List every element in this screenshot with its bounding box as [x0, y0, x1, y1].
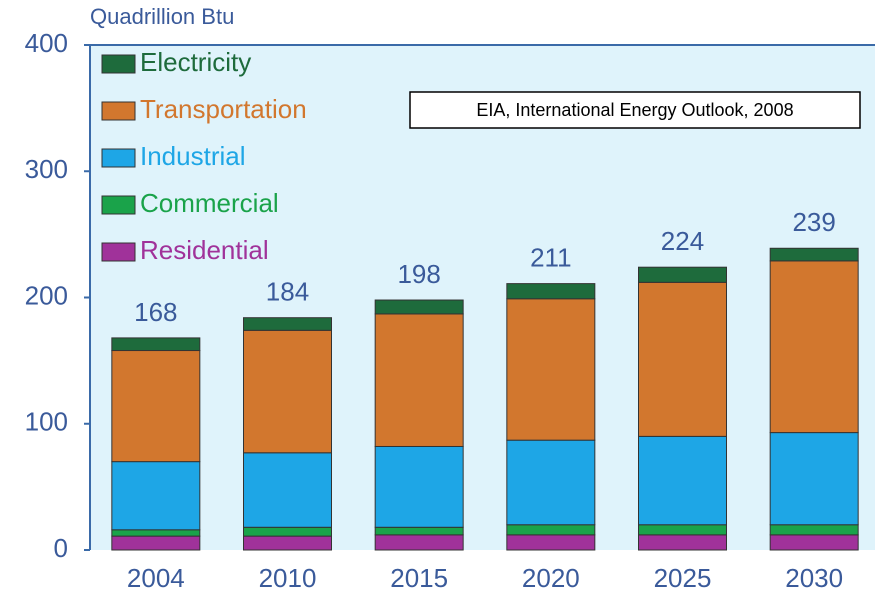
- legend-label: Electricity: [140, 47, 251, 77]
- annotation: EIA, International Energy Outlook, 2008: [476, 100, 793, 120]
- y-tick-label: 0: [54, 533, 68, 563]
- x-tick-label: 2015: [390, 563, 448, 593]
- bar-segment: [111, 535, 201, 551]
- bar-segment: [506, 298, 596, 441]
- legend-swatch: [101, 148, 136, 168]
- y-tick-label: 200: [25, 280, 68, 310]
- x-tick-label: 2030: [785, 563, 843, 593]
- total-label: 198: [397, 259, 440, 289]
- y-tick-label: 300: [25, 154, 68, 184]
- x-tick-label: 2004: [127, 563, 185, 593]
- bar-segment: [111, 337, 201, 352]
- bar-segment: [374, 526, 464, 536]
- bar-segment: [638, 266, 727, 283]
- bar-segment: [374, 534, 464, 551]
- bar-segment: [243, 535, 332, 551]
- legend-swatch: [101, 101, 136, 121]
- bar-segment: [769, 524, 859, 536]
- bar-segment: [243, 452, 332, 528]
- legend-label: Transportation: [140, 94, 307, 124]
- bar-segment: [638, 524, 727, 536]
- annotation-box: [409, 91, 861, 129]
- bar-segment: [243, 526, 332, 537]
- total-label: 211: [530, 242, 571, 272]
- bar-segment: [111, 350, 201, 463]
- x-tick-label: 2025: [654, 563, 712, 593]
- total-label: 168: [134, 297, 177, 327]
- y-tick-label: 100: [25, 407, 68, 437]
- bar-segment: [374, 445, 464, 528]
- bar-segment: [769, 534, 859, 551]
- plot-area: [90, 45, 875, 550]
- axis-title: Quadrillion Btu: [90, 4, 234, 29]
- x-tick-label: 2010: [259, 563, 317, 593]
- bar-segment: [506, 283, 596, 300]
- bar-segment: [638, 435, 727, 526]
- bar-segment: [243, 329, 332, 454]
- total-label: 224: [661, 226, 704, 256]
- total-label: 239: [792, 207, 835, 237]
- bar-segment: [243, 317, 332, 331]
- bar-segment: [769, 432, 859, 526]
- bar-segment: [506, 439, 596, 526]
- legend-swatch: [101, 242, 136, 262]
- legend-swatch: [101, 195, 136, 215]
- bar-segment: [638, 534, 727, 551]
- bar-segment: [769, 247, 859, 262]
- y-tick-label: 400: [25, 28, 68, 58]
- bar-segment: [111, 529, 201, 537]
- bar-segment: [374, 313, 464, 447]
- bar-segment: [374, 299, 464, 315]
- legend-swatch: [101, 54, 136, 74]
- legend-label: Commercial: [140, 188, 279, 218]
- legend-label: Industrial: [140, 141, 246, 171]
- bar-segment: [506, 534, 596, 551]
- legend-label: Residential: [140, 235, 269, 265]
- x-tick-label: 2020: [522, 563, 580, 593]
- total-label: 184: [266, 277, 309, 307]
- bar-segment: [506, 524, 596, 536]
- bar-segment: [769, 260, 859, 434]
- bar-segment: [111, 461, 201, 531]
- bar-segment: [638, 281, 727, 437]
